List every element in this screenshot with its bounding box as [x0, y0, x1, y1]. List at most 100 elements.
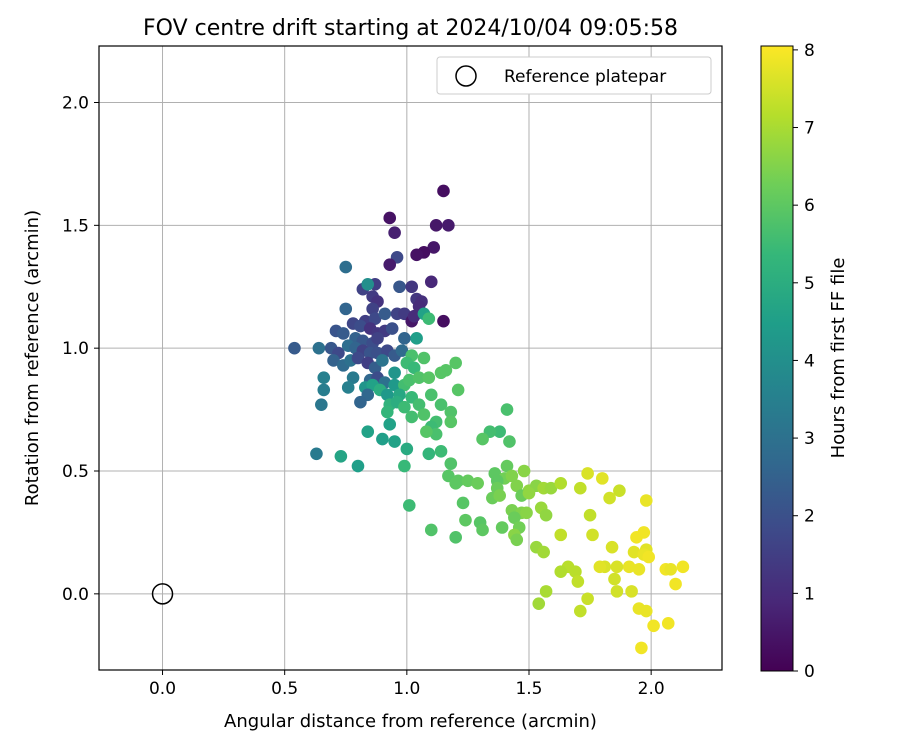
x-tick-label: 1.0 [393, 679, 420, 699]
data-point [437, 314, 450, 328]
data-point [493, 425, 506, 439]
data-point [444, 457, 458, 470]
data-point [627, 545, 641, 559]
data-point [500, 459, 514, 473]
data-point [661, 617, 675, 630]
data-point [315, 398, 328, 411]
data-point [398, 400, 411, 414]
data-point [383, 211, 397, 225]
data-point [317, 371, 331, 384]
data-point [371, 332, 384, 345]
data-point [508, 511, 521, 524]
data-point [412, 371, 426, 384]
data-point [410, 248, 423, 262]
data-point [312, 341, 326, 355]
colorbar-label: Hours from first FF file [828, 258, 849, 459]
data-point [669, 577, 682, 591]
data-point [380, 405, 394, 419]
legend: Reference platepar [436, 56, 712, 95]
data-point [388, 435, 401, 448]
data-point [310, 447, 323, 461]
colorbar: 0 1 2 3 4 5 6 7 8 Hours from first FF file [760, 41, 849, 682]
data-point [434, 445, 448, 458]
data-point [361, 425, 375, 439]
colorbar-tick-label: 0 [804, 662, 815, 682]
data-point [517, 464, 531, 478]
data-point [351, 459, 365, 473]
x-tick-label: 0.0 [149, 679, 176, 699]
data-point [334, 449, 348, 463]
data-point [476, 523, 489, 537]
data-point [388, 366, 401, 380]
data-point [510, 533, 524, 547]
data-point [398, 332, 411, 345]
y-tick-label: 0.5 [62, 462, 89, 482]
data-point [522, 486, 536, 500]
colorbar-ticks: 0 1 2 3 4 5 6 7 8 [793, 41, 815, 682]
data-point [424, 275, 438, 289]
data-point [424, 523, 438, 537]
data-point [444, 415, 458, 429]
data-point [439, 363, 453, 377]
data-point [339, 302, 353, 316]
data-point [327, 354, 340, 367]
data-point [383, 258, 397, 271]
data-point [642, 550, 656, 564]
data-point [388, 378, 401, 392]
data-point [581, 467, 594, 480]
data-point [622, 560, 636, 574]
data-point [610, 585, 624, 598]
data-point [395, 344, 409, 357]
data-point [539, 508, 553, 522]
data-point [341, 381, 355, 394]
y-axis-ticks: 0.0 0.5 1.0 1.5 2.0 [62, 94, 99, 605]
data-point [449, 476, 462, 490]
data-point [664, 562, 677, 576]
data-point [493, 489, 506, 502]
data-point [635, 641, 648, 655]
data-point [510, 479, 524, 493]
data-point [537, 545, 550, 559]
data-point [605, 540, 619, 554]
data-point [424, 388, 438, 402]
data-point [407, 309, 421, 323]
data-point [637, 526, 651, 539]
data-point [417, 351, 431, 365]
x-axis-ticks: 0.0 0.5 1.0 1.5 2.0 [149, 670, 665, 699]
colorbar-tick-label: 4 [804, 351, 815, 371]
colorbar-tick-label: 6 [804, 196, 815, 216]
data-point [625, 585, 638, 598]
data-point [385, 322, 399, 335]
data-point [586, 528, 599, 542]
data-point [505, 469, 519, 483]
data-point [393, 280, 406, 294]
data-point [407, 361, 421, 375]
data-point [429, 427, 443, 441]
chart-title: FOV centre drift starting at 2024/10/04 … [143, 16, 678, 41]
x-tick-label: 0.5 [271, 679, 298, 699]
data-point [569, 565, 582, 579]
data-point [368, 312, 382, 325]
data-point [376, 354, 389, 367]
data-point [647, 619, 660, 633]
data-point [427, 241, 441, 254]
data-point [422, 371, 436, 384]
data-point [351, 351, 365, 365]
data-point [376, 432, 389, 446]
y-axis-label: Rotation from reference (arcmin) [22, 210, 43, 506]
data-point [412, 398, 426, 411]
data-point [288, 341, 301, 355]
data-point [571, 575, 585, 588]
data-point [422, 312, 436, 325]
data-point [573, 481, 587, 495]
data-point [456, 496, 470, 510]
data-point [402, 499, 416, 512]
data-point [503, 435, 516, 448]
data-point [476, 432, 489, 446]
scatter-points [288, 184, 690, 655]
data-point [380, 388, 394, 402]
data-point [544, 481, 558, 495]
reference-marker [151, 583, 174, 605]
data-point [610, 560, 624, 574]
